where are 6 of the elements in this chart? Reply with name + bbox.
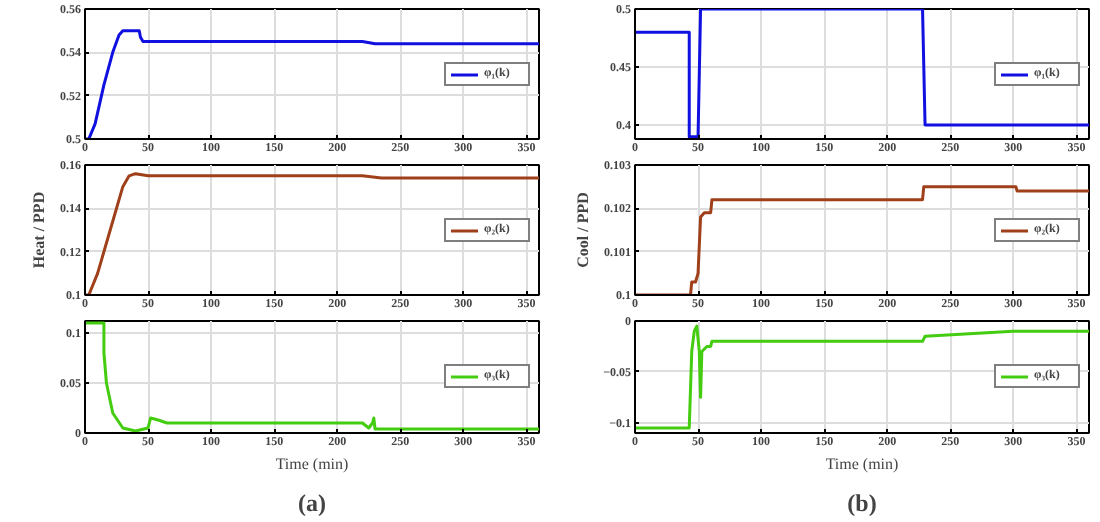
text: (b) bbox=[847, 489, 877, 517]
text: (a) bbox=[298, 489, 327, 517]
y-axis-title: Cool / PPD bbox=[574, 191, 592, 268]
x-axis-title: Time (min) bbox=[275, 455, 350, 473]
y-axis-title: Heat / PPD bbox=[30, 191, 48, 269]
x-axis-title: Time (min) bbox=[825, 455, 900, 473]
